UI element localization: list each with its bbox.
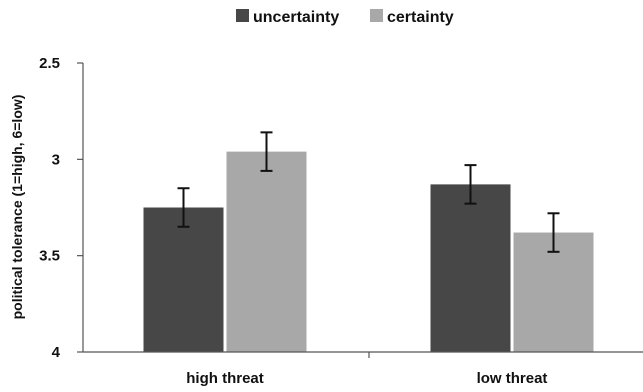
error-bars [177,131,560,253]
y-tick-label: 2.5 [39,55,60,72]
bar-certainty-high-threat [226,151,307,352]
bars [143,151,594,352]
x-category-labels: high threat low threat [186,370,547,387]
bar-uncertainty-low-threat [430,184,511,352]
y-tick-label: 3.5 [39,248,60,265]
bar-uncertainty-high-threat [143,207,224,352]
x-category-label-low-threat: low threat [477,370,548,387]
legend-swatch-uncertainty [236,9,249,22]
y-axis-label: political tolerance (1=high, 6=low) [9,95,25,320]
legend-swatch-certainty [370,9,383,22]
legend-label-uncertainty: uncertainty [253,9,339,26]
legend: uncertainty certainty [236,9,454,26]
y-tick-label: 3 [52,151,60,168]
x-category-label-high-threat: high threat [186,370,264,387]
legend-label-certainty: certainty [387,9,454,26]
y-ticks: 2.5 3 3.5 4 [39,55,83,361]
y-tick-label: 4 [52,344,61,361]
